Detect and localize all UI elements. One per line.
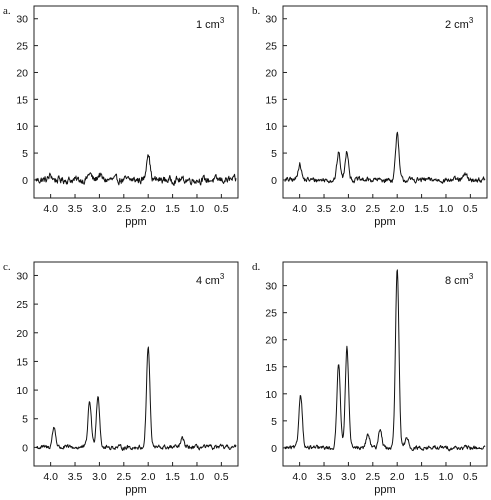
x-tick-label: 4.0 bbox=[292, 203, 307, 215]
voxel-volume-label: 1 cm3 bbox=[196, 16, 225, 31]
panel-label: d. bbox=[252, 261, 261, 273]
x-tick-label: 2.0 bbox=[390, 471, 405, 483]
spectrum-panel-c: 0 5 10 15 20 25 30 4.0 3.5 3.0 2.5 2.0 1.5 1.0 0.5 ppm c… bbox=[3, 261, 239, 496]
voxel-volume-superscript: 3 bbox=[469, 272, 474, 281]
voxel-volume-text: 1 cm bbox=[196, 19, 220, 31]
y-tick-label: 5 bbox=[271, 148, 277, 160]
panel-label: a. bbox=[3, 5, 11, 17]
y-tick-label: 5 bbox=[271, 416, 277, 428]
plot-frame bbox=[33, 261, 239, 467]
x-tick-label: 3.5 bbox=[317, 471, 332, 483]
plot-frame bbox=[282, 261, 488, 467]
x-tick-label: 2.0 bbox=[141, 471, 156, 483]
x-tick-label: 0.5 bbox=[463, 471, 478, 483]
y-tick-label: 25 bbox=[16, 299, 28, 311]
y-tick-label: 30 bbox=[265, 14, 277, 26]
y-tick-label: 20 bbox=[265, 335, 277, 347]
x-tick-label: 2.0 bbox=[141, 203, 156, 215]
x-tick-label: 1.0 bbox=[439, 203, 454, 215]
x-tick-label: 3.5 bbox=[68, 471, 83, 483]
x-tick-label: 2.0 bbox=[390, 203, 405, 215]
y-tick-label: 30 bbox=[265, 281, 277, 293]
panel-label: b. bbox=[252, 5, 261, 17]
y-tick-label: 0 bbox=[22, 175, 28, 187]
x-axis-label: ppm bbox=[374, 216, 395, 228]
x-axis-label: ppm bbox=[125, 216, 146, 228]
voxel-volume-label: 8 cm3 bbox=[445, 272, 474, 287]
spectrum-panel-a: 0 5 10 15 20 25 30 4.0 3.5 3.0 2.5 2.0 1.5 1.0 0.5 ppm a… bbox=[3, 5, 239, 228]
x-axis-label: ppm bbox=[125, 484, 146, 496]
y-tick-label: 10 bbox=[16, 121, 28, 133]
x-tick-label: 4.0 bbox=[43, 203, 58, 215]
x-tick-label: 3.0 bbox=[92, 203, 107, 215]
x-tick-label: 2.5 bbox=[117, 203, 132, 215]
y-tick-label: 25 bbox=[265, 308, 277, 320]
x-tick-label: 1.5 bbox=[414, 203, 429, 215]
x-tick-label: 3.5 bbox=[317, 203, 332, 215]
x-tick-label: 1.0 bbox=[190, 203, 205, 215]
y-tick-label: 20 bbox=[265, 67, 277, 79]
y-tick-label: 15 bbox=[265, 94, 277, 106]
voxel-volume-superscript: 3 bbox=[220, 272, 225, 281]
spectrum-trace bbox=[284, 269, 486, 452]
x-tick-label: 0.5 bbox=[463, 203, 478, 215]
y-tick-label: 5 bbox=[22, 414, 28, 426]
y-tick-label: 5 bbox=[22, 148, 28, 160]
y-tick-label: 15 bbox=[265, 362, 277, 374]
x-tick-label: 1.5 bbox=[414, 471, 429, 483]
voxel-volume-superscript: 3 bbox=[469, 16, 474, 25]
y-tick-label: 10 bbox=[265, 121, 277, 133]
y-tick-label: 15 bbox=[16, 356, 28, 368]
x-axis-label: ppm bbox=[374, 484, 395, 496]
plot-frame bbox=[282, 5, 488, 199]
voxel-volume-text: 4 cm bbox=[196, 275, 220, 287]
spectrum-trace bbox=[35, 346, 237, 451]
panel-label: c. bbox=[3, 261, 11, 273]
y-tick-label: 0 bbox=[271, 443, 277, 455]
voxel-volume-label: 2 cm3 bbox=[445, 16, 474, 31]
x-tick-label: 0.5 bbox=[214, 203, 229, 215]
y-tick-label: 30 bbox=[16, 14, 28, 26]
y-tick-label: 20 bbox=[16, 328, 28, 340]
x-tick-label: 2.5 bbox=[366, 471, 381, 483]
voxel-volume-text: 2 cm bbox=[445, 19, 469, 31]
y-tick-label: 15 bbox=[16, 94, 28, 106]
x-tick-label: 1.0 bbox=[439, 471, 454, 483]
x-tick-label: 1.5 bbox=[165, 471, 180, 483]
y-tick-label: 0 bbox=[22, 442, 28, 454]
spectrum-trace bbox=[284, 131, 486, 184]
spectrum-panel-d: 0 5 10 15 20 25 30 4.0 3.5 3.0 2.5 2.0 1.5 1.0 0.5 ppm d… bbox=[252, 261, 488, 496]
x-tick-label: 3.0 bbox=[92, 471, 107, 483]
x-tick-label: 1.5 bbox=[165, 203, 180, 215]
voxel-volume-label: 4 cm3 bbox=[196, 272, 225, 287]
y-tick-label: 20 bbox=[16, 67, 28, 79]
y-tick-label: 0 bbox=[271, 175, 277, 187]
y-tick-label: 10 bbox=[16, 385, 28, 397]
spectrum-panel-b: 0 5 10 15 20 25 30 4.0 3.5 3.0 2.5 2.0 1.5 1.0 0.5 ppm b… bbox=[252, 5, 488, 228]
y-tick-label: 25 bbox=[16, 41, 28, 53]
voxel-volume-superscript: 3 bbox=[220, 16, 225, 25]
x-tick-label: 4.0 bbox=[292, 471, 307, 483]
y-tick-label: 30 bbox=[16, 270, 28, 282]
voxel-volume-text: 8 cm bbox=[445, 275, 469, 287]
x-tick-label: 2.5 bbox=[117, 471, 132, 483]
x-tick-label: 4.0 bbox=[43, 471, 58, 483]
x-tick-label: 3.0 bbox=[341, 203, 356, 215]
y-tick-label: 10 bbox=[265, 389, 277, 401]
x-tick-label: 3.0 bbox=[341, 471, 356, 483]
y-tick-label: 25 bbox=[265, 41, 277, 53]
x-tick-label: 3.5 bbox=[68, 203, 83, 215]
x-tick-label: 0.5 bbox=[214, 471, 229, 483]
plot-frame bbox=[33, 5, 239, 199]
x-tick-label: 1.0 bbox=[190, 471, 205, 483]
x-tick-label: 2.5 bbox=[366, 203, 381, 215]
spectrum-trace bbox=[35, 154, 237, 186]
